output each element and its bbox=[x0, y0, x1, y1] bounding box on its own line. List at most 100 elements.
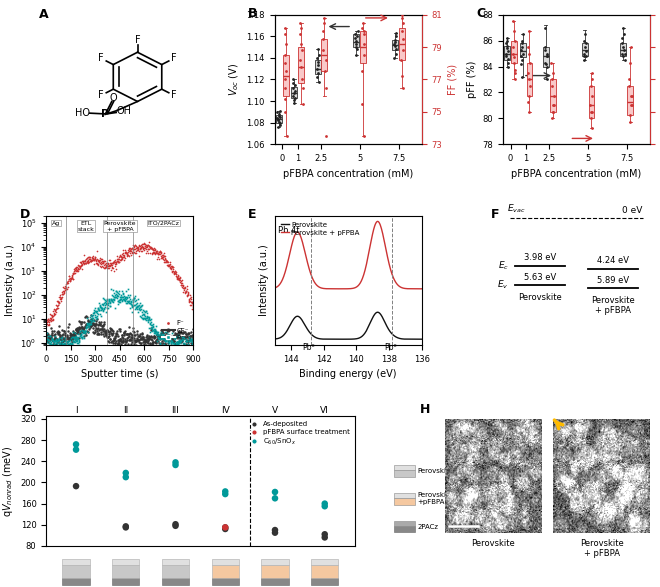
Point bbox=[580, 42, 591, 52]
Point bbox=[280, 67, 291, 76]
Point bbox=[523, 75, 534, 84]
PathPatch shape bbox=[527, 63, 533, 96]
Point bbox=[319, 533, 330, 542]
Text: 0 eV: 0 eV bbox=[622, 206, 643, 215]
Legend: F⁻, CF⁻, P⁻: F⁻, CF⁻, P⁻ bbox=[161, 319, 190, 342]
Point bbox=[121, 468, 131, 478]
Text: III: III bbox=[172, 406, 180, 415]
Text: II: II bbox=[123, 406, 129, 415]
PathPatch shape bbox=[543, 47, 549, 66]
Point bbox=[516, 59, 527, 69]
Text: Perovskite
+ pFBPA: Perovskite + pFBPA bbox=[580, 539, 624, 558]
Point bbox=[356, 23, 367, 32]
Point bbox=[619, 45, 630, 55]
Point bbox=[121, 522, 131, 532]
Text: F: F bbox=[491, 208, 500, 221]
Point bbox=[539, 23, 550, 32]
Point bbox=[619, 55, 630, 65]
Text: F: F bbox=[98, 53, 104, 63]
Point bbox=[314, 50, 324, 59]
Bar bbox=[212, 559, 239, 565]
Point bbox=[294, 18, 305, 28]
Point bbox=[319, 67, 330, 76]
Point bbox=[294, 55, 305, 65]
Bar bbox=[311, 578, 339, 585]
Point bbox=[547, 107, 558, 117]
Point bbox=[579, 29, 590, 39]
Point bbox=[509, 52, 519, 62]
Point bbox=[390, 45, 401, 54]
PathPatch shape bbox=[620, 43, 626, 56]
Point bbox=[618, 52, 628, 61]
Point bbox=[351, 36, 362, 45]
Text: 4.24 eV: 4.24 eV bbox=[597, 257, 629, 265]
Line: CF⁻: CF⁻ bbox=[45, 315, 195, 349]
Point bbox=[274, 112, 284, 121]
Bar bbox=[162, 578, 189, 585]
Y-axis label: FF (%): FF (%) bbox=[448, 64, 458, 95]
Point bbox=[273, 116, 283, 125]
Text: F: F bbox=[171, 53, 177, 63]
Point bbox=[508, 42, 519, 52]
X-axis label: Binding energy (eV): Binding energy (eV) bbox=[300, 369, 397, 379]
Point bbox=[170, 460, 181, 470]
Point bbox=[275, 118, 285, 127]
Point bbox=[501, 52, 512, 61]
Point bbox=[578, 52, 589, 61]
F⁻ bbox=[42, 322, 50, 329]
Point bbox=[289, 80, 300, 90]
PathPatch shape bbox=[392, 39, 398, 50]
Point bbox=[586, 68, 597, 77]
Bar bbox=[394, 498, 415, 504]
Point bbox=[312, 60, 323, 70]
Point bbox=[350, 29, 360, 39]
Point bbox=[626, 91, 637, 100]
Text: A: A bbox=[39, 8, 48, 21]
Point bbox=[389, 35, 400, 44]
Point bbox=[620, 49, 630, 58]
Point bbox=[288, 83, 298, 93]
Point bbox=[525, 59, 535, 68]
Point bbox=[272, 107, 282, 117]
Legend: As-deposited, pFBPA surface treatment, C$_{60}$/SnO$_x$: As-deposited, pFBPA surface treatment, C… bbox=[246, 420, 351, 448]
Point bbox=[288, 99, 299, 108]
CF⁻ bbox=[86, 312, 94, 319]
Point bbox=[540, 58, 550, 68]
Point bbox=[397, 18, 408, 28]
Point bbox=[358, 29, 369, 39]
Bar bbox=[394, 526, 415, 532]
P⁻ bbox=[153, 329, 161, 336]
P⁻ bbox=[68, 339, 76, 346]
Point bbox=[279, 94, 290, 103]
Point bbox=[585, 81, 596, 90]
Point bbox=[397, 72, 407, 81]
Point bbox=[503, 54, 513, 63]
Point bbox=[317, 26, 328, 36]
Point bbox=[275, 113, 285, 122]
PathPatch shape bbox=[519, 43, 525, 58]
Point bbox=[585, 101, 595, 110]
Point bbox=[289, 95, 300, 104]
Point bbox=[619, 29, 630, 39]
Point bbox=[397, 34, 408, 43]
Point bbox=[624, 75, 634, 84]
CF⁻ bbox=[68, 335, 76, 342]
Point bbox=[289, 89, 300, 98]
Bar bbox=[112, 578, 139, 585]
Point bbox=[321, 55, 331, 65]
Point bbox=[319, 501, 330, 511]
Point bbox=[524, 26, 535, 36]
Point bbox=[541, 59, 551, 69]
Text: Ag: Ag bbox=[52, 221, 60, 226]
P⁻ bbox=[109, 293, 117, 300]
Text: 5.63 eV: 5.63 eV bbox=[523, 273, 556, 282]
Point bbox=[359, 50, 370, 60]
P⁻ bbox=[141, 315, 148, 322]
Point bbox=[352, 45, 362, 54]
Text: C: C bbox=[477, 7, 485, 20]
Point bbox=[549, 91, 560, 100]
Point bbox=[312, 73, 322, 82]
Bar bbox=[62, 578, 90, 585]
Point bbox=[548, 68, 558, 77]
PathPatch shape bbox=[550, 79, 556, 112]
